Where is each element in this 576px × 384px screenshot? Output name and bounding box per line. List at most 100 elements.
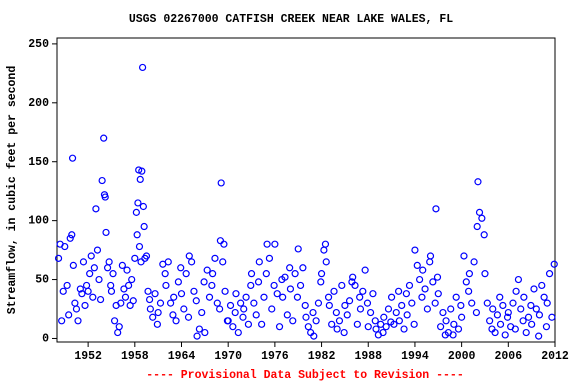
data-point xyxy=(134,199,142,207)
data-point xyxy=(481,270,489,278)
data-point xyxy=(340,328,348,337)
data-point xyxy=(190,287,198,295)
data-point xyxy=(250,299,258,307)
y-tick-label: 200 xyxy=(28,97,49,110)
data-point xyxy=(234,328,242,337)
data-point xyxy=(240,305,248,313)
data-point xyxy=(363,299,372,307)
data-point xyxy=(372,325,380,333)
data-point xyxy=(514,275,523,284)
data-point xyxy=(442,317,450,325)
data-point xyxy=(144,287,152,295)
data-point xyxy=(220,240,228,248)
data-point xyxy=(398,301,406,310)
data-point xyxy=(496,320,505,328)
data-point xyxy=(232,290,240,298)
data-point xyxy=(540,293,548,301)
data-point xyxy=(139,202,147,211)
data-point xyxy=(509,299,517,307)
data-point xyxy=(151,290,159,298)
data-point xyxy=(361,266,369,274)
data-point xyxy=(321,240,330,248)
data-point xyxy=(273,290,281,298)
data-point xyxy=(136,175,144,183)
data-point xyxy=(419,266,427,274)
data-point xyxy=(364,323,372,331)
data-point xyxy=(209,270,217,278)
data-point xyxy=(538,281,546,290)
data-point xyxy=(317,278,325,286)
data-point xyxy=(211,254,219,262)
data-point xyxy=(203,266,211,274)
data-point xyxy=(201,328,209,337)
data-point xyxy=(400,325,408,333)
data-point xyxy=(184,313,193,321)
data-point xyxy=(281,273,289,281)
data-point xyxy=(260,293,268,301)
data-point xyxy=(439,308,447,317)
data-point xyxy=(472,308,481,317)
data-point xyxy=(145,295,154,304)
data-point xyxy=(302,313,310,321)
data-point xyxy=(512,287,520,295)
y-tick-label: 50 xyxy=(35,274,49,287)
data-point xyxy=(110,317,119,325)
data-point xyxy=(382,323,390,331)
data-point xyxy=(392,308,400,317)
data-point xyxy=(418,293,426,301)
data-point xyxy=(390,320,398,328)
data-point xyxy=(101,193,109,201)
data-point xyxy=(78,290,86,298)
data-point xyxy=(153,320,161,328)
data-point xyxy=(247,270,256,278)
data-point xyxy=(170,293,178,301)
data-point xyxy=(429,278,437,286)
data-point xyxy=(79,258,88,266)
data-point xyxy=(353,320,361,328)
data-point xyxy=(416,275,424,284)
data-point xyxy=(65,311,73,319)
data-point xyxy=(103,264,112,272)
data-point xyxy=(519,317,527,325)
data-point xyxy=(149,313,157,321)
data-point xyxy=(380,313,388,321)
data-point xyxy=(140,222,148,231)
data-point xyxy=(72,305,81,313)
data-point xyxy=(387,293,396,301)
data-point xyxy=(501,331,509,339)
data-point xyxy=(252,311,260,319)
data-point xyxy=(535,311,544,319)
data-point xyxy=(224,317,232,325)
data-point xyxy=(74,317,82,325)
data-point xyxy=(394,287,403,295)
data-point xyxy=(504,308,512,317)
data-point xyxy=(433,273,442,281)
x-tick-label: 1964 xyxy=(168,350,196,363)
data-point xyxy=(193,332,201,340)
x-tick-label: 1976 xyxy=(261,350,289,363)
data-point xyxy=(294,245,302,253)
data-point xyxy=(333,325,341,333)
data-point xyxy=(200,278,208,286)
data-point xyxy=(473,222,481,231)
data-point xyxy=(109,270,117,278)
data-point xyxy=(271,240,279,248)
data-point xyxy=(286,285,295,293)
data-point xyxy=(489,305,497,313)
data-point xyxy=(465,287,473,295)
data-point xyxy=(86,270,94,278)
data-point xyxy=(491,328,499,337)
y-tick-label: 0 xyxy=(42,332,49,345)
data-point xyxy=(117,299,125,307)
data-point xyxy=(265,254,274,262)
data-point xyxy=(341,301,349,310)
data-point xyxy=(237,299,245,307)
data-point xyxy=(527,301,535,310)
data-point xyxy=(217,179,225,187)
data-point xyxy=(138,167,146,175)
data-point xyxy=(132,208,140,216)
data-point xyxy=(371,317,379,325)
data-point xyxy=(528,320,536,328)
data-point xyxy=(317,270,326,278)
